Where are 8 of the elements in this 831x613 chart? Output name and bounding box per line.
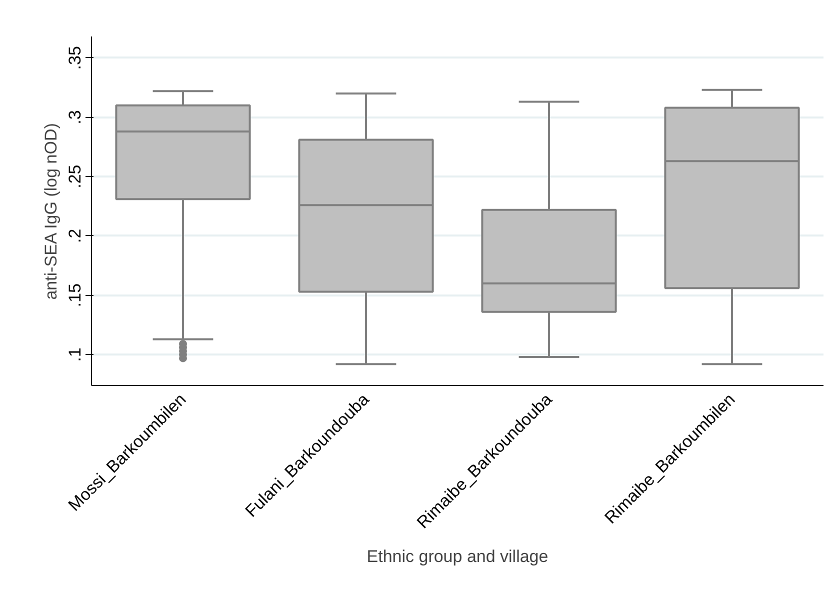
y-tick-label: .25 xyxy=(66,164,84,188)
x-axis-title: Ethnic group and village xyxy=(366,546,548,566)
y-tick-label: .3 xyxy=(66,110,84,124)
y-tick-label: .1 xyxy=(66,348,84,362)
y-tick-label: .15 xyxy=(66,283,84,308)
y-tick-label: .35 xyxy=(66,46,84,70)
y-axis-title: anti-SEA IgG (log nOD) xyxy=(42,123,60,300)
y-tick-label: .2 xyxy=(66,228,84,244)
